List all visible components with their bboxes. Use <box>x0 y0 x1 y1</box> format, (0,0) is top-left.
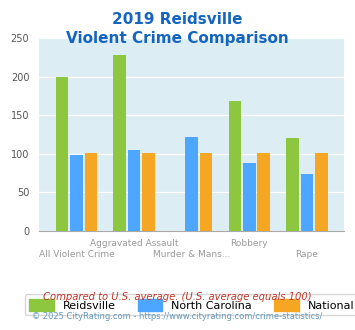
Bar <box>70 155 83 231</box>
Text: 2019 Reidsville: 2019 Reidsville <box>112 12 243 26</box>
Text: Murder & Mans...: Murder & Mans... <box>153 250 230 259</box>
Text: Compared to U.S. average. (U.S. average equals 100): Compared to U.S. average. (U.S. average … <box>43 292 312 302</box>
Bar <box>286 138 299 231</box>
Bar <box>257 153 270 231</box>
Bar <box>229 101 241 231</box>
Bar <box>200 153 212 231</box>
Bar <box>315 153 328 231</box>
Text: Violent Crime Comparison: Violent Crime Comparison <box>66 31 289 46</box>
Text: © 2025 CityRating.com - https://www.cityrating.com/crime-statistics/: © 2025 CityRating.com - https://www.city… <box>32 312 323 321</box>
Bar <box>243 163 256 231</box>
Text: All Violent Crime: All Violent Crime <box>39 250 114 259</box>
Bar <box>113 55 126 231</box>
Legend: Reidsville, North Carolina, National: Reidsville, North Carolina, National <box>25 294 355 315</box>
Text: Rape: Rape <box>295 250 318 259</box>
Bar <box>56 77 69 231</box>
Bar <box>84 153 97 231</box>
Bar <box>142 153 155 231</box>
Text: Robbery: Robbery <box>230 239 268 248</box>
Text: Aggravated Assault: Aggravated Assault <box>90 239 178 248</box>
Bar <box>185 137 198 231</box>
Bar <box>301 174 313 231</box>
Bar <box>128 150 141 231</box>
